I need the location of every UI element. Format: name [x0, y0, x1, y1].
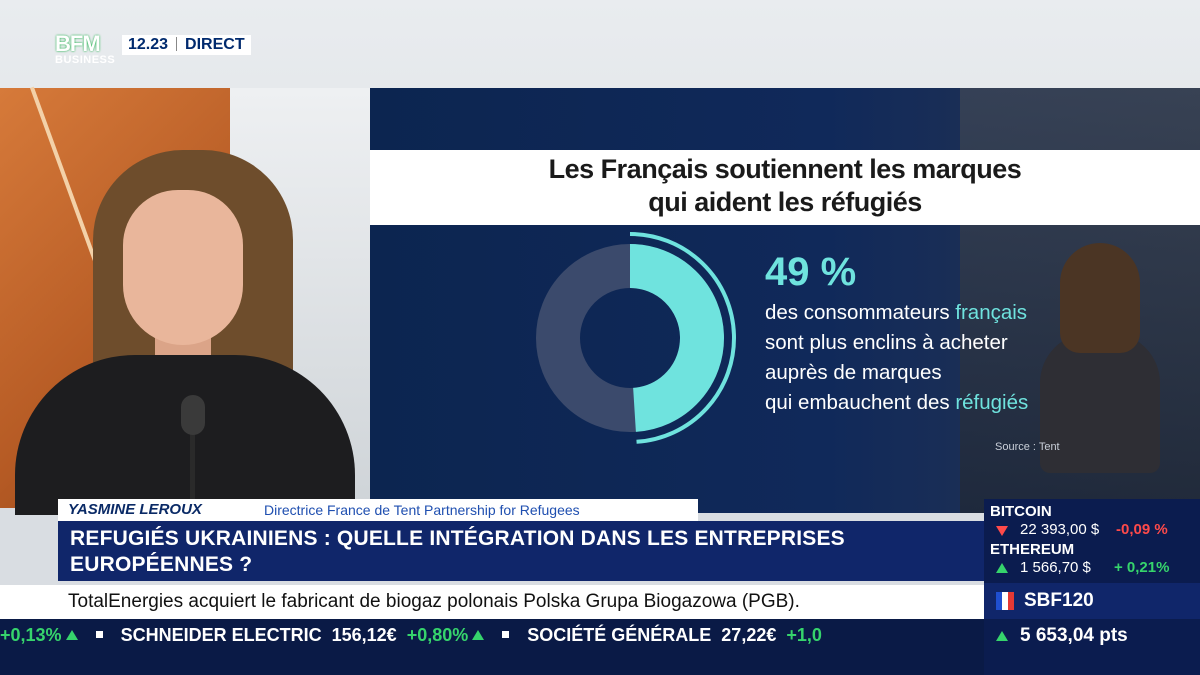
infographic-panel: Les Français soutiennent les marques qui… [370, 88, 1200, 513]
microphone-stand [190, 410, 195, 500]
headline-line2: EUROPÉENNES ? [70, 553, 253, 576]
up-arrow-icon [996, 563, 1008, 573]
clock-time: 12.23 [128, 36, 169, 53]
infographic-title-band: Les Français soutiennent les marques qui… [370, 150, 1200, 225]
up-arrow-icon [472, 630, 485, 640]
live-label: DIRECT [185, 36, 245, 53]
guest-role: Directrice France de Tent Partnership fo… [264, 502, 580, 518]
clock-separator [176, 37, 178, 51]
microphone-icon [181, 395, 205, 435]
ticker-lead-change: +0,13% [0, 625, 62, 645]
donut-outer-ring [629, 232, 736, 444]
down-arrow-icon [996, 526, 1008, 536]
bitcoin-change: -0,09 % [1116, 521, 1168, 538]
bitcoin-value: 22 393,00 $ [1020, 521, 1100, 538]
ticker-item1-change: +0,80% [406, 625, 469, 645]
guest-name: YASMINE LEROUX [68, 501, 202, 518]
donut-chart [536, 232, 736, 444]
figure-body [1040, 333, 1160, 473]
bottom-strip [0, 653, 1200, 675]
separator-square-icon [502, 631, 510, 638]
desc-line4-a: qui embauchent des [765, 391, 956, 414]
channel-logo: BFM BUSINESS [55, 31, 117, 76]
news-crawl: TotalEnergies acquiert le fabricant de b… [0, 585, 984, 619]
bitcoin-label: BITCOIN [990, 503, 1052, 520]
index-name: SBF120 [1024, 590, 1094, 611]
clock-badge: 12.23 DIRECT [122, 35, 251, 55]
desc-line1-a: des consommateurs [765, 301, 956, 324]
percent-figure: 49 % [765, 250, 857, 294]
presenter-face [123, 190, 243, 345]
ticker-item2-change: +1,0 [786, 625, 822, 645]
presenter [15, 150, 355, 515]
refugee-photo-figure [1040, 243, 1160, 473]
desc-line1-highlight: français [955, 301, 1028, 324]
source-label: Source : Tent [995, 441, 1060, 453]
ethereum-value: 1 566,70 $ [1020, 559, 1091, 576]
infographic-title-line1: Les Français soutiennent les marques [548, 154, 1022, 184]
separator-square-icon [95, 631, 103, 638]
index-value: 5 653,04 pts [1020, 625, 1128, 646]
desc-line3: auprès de marques [765, 361, 942, 384]
desc-line4-highlight: réfugiés [955, 391, 1029, 414]
ethereum-change: + 0,21% [1114, 559, 1170, 576]
ticker-item1-name: SCHNEIDER ELECTRIC [120, 625, 322, 645]
ethereum-label: ETHEREUM [990, 541, 1075, 558]
logo-bfm-text: BFM [55, 31, 101, 56]
percent-description: des consommateurs français sont plus enc… [765, 298, 1028, 418]
logo-business-text: BUSINESS [55, 54, 116, 66]
guest-name-bar: YASMINE LEROUX Directrice France de Tent… [58, 499, 698, 521]
up-arrow-icon [65, 630, 78, 640]
ticker-item1-price: 156,12€ [331, 625, 397, 645]
presenter-torso [15, 355, 355, 515]
ticker-row: +0,13% SCHNEIDER ELECTRIC 156,12€ +0,80% S… [0, 625, 822, 646]
france-flag-icon [996, 592, 1014, 610]
ticker-item2-name: SOCIÉTÉ GÉNÉRALE [527, 625, 712, 645]
ticker-item2-price: 27,22€ [721, 625, 777, 645]
desc-line2: sont plus enclins à acheter [765, 331, 1008, 354]
up-arrow-icon [996, 631, 1008, 641]
infographic-title-line2: qui aident les réfugiés [648, 187, 922, 217]
figure-head [1060, 243, 1140, 353]
headline-bar: REFUGIÉS UKRAINIENS : QUELLE INTÉGRATION… [58, 521, 984, 581]
stock-ticker: +0,13% SCHNEIDER ELECTRIC 156,12€ +0,80% S… [0, 619, 984, 653]
donut-value-arc [629, 244, 724, 432]
headline-line1: REFUGIÉS UKRAINIENS : QUELLE INTÉGRATION… [70, 527, 845, 550]
market-panel: BITCOIN 22 393,00 $ -0,09 % ETHEREUM 1 5… [984, 499, 1200, 675]
news-text: TotalEnergies acquiert le fabricant de b… [68, 591, 800, 612]
index-row: SBF120 [984, 583, 1200, 619]
